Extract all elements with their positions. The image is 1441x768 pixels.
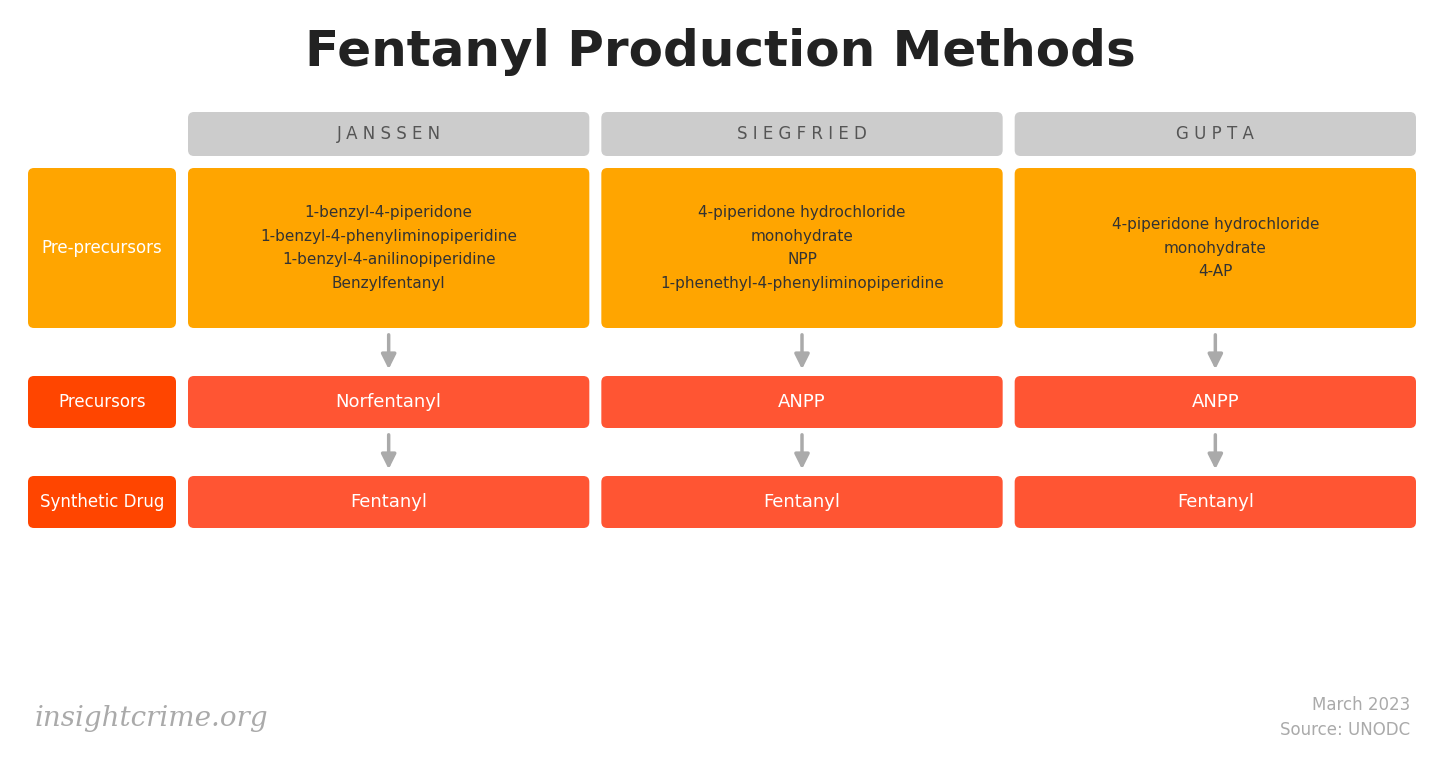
- FancyBboxPatch shape: [1014, 168, 1417, 328]
- FancyBboxPatch shape: [1014, 112, 1417, 156]
- FancyBboxPatch shape: [601, 376, 1003, 428]
- FancyBboxPatch shape: [601, 168, 1003, 328]
- Text: 4-piperidone hydrochloride
monohydrate
4-AP: 4-piperidone hydrochloride monohydrate 4…: [1111, 217, 1319, 279]
- FancyBboxPatch shape: [601, 476, 1003, 528]
- Text: Fentanyl Production Methods: Fentanyl Production Methods: [304, 28, 1136, 76]
- Text: Fentanyl: Fentanyl: [1177, 493, 1254, 511]
- Text: Source: UNODC: Source: UNODC: [1280, 721, 1409, 739]
- Text: Fentanyl: Fentanyl: [764, 493, 840, 511]
- FancyBboxPatch shape: [187, 376, 589, 428]
- Text: 1-benzyl-4-piperidone
1-benzyl-4-phenyliminopiperidine
1-benzyl-4-anilinopiperid: 1-benzyl-4-piperidone 1-benzyl-4-phenyli…: [261, 205, 517, 290]
- Text: Pre-precursors: Pre-precursors: [42, 239, 163, 257]
- FancyBboxPatch shape: [27, 168, 176, 328]
- Text: insightcrime.org: insightcrime.org: [35, 704, 268, 731]
- FancyBboxPatch shape: [27, 476, 176, 528]
- FancyBboxPatch shape: [601, 112, 1003, 156]
- Text: S I E G F R I E D: S I E G F R I E D: [736, 125, 867, 143]
- FancyBboxPatch shape: [187, 168, 589, 328]
- Text: Precursors: Precursors: [58, 393, 146, 411]
- FancyBboxPatch shape: [1014, 476, 1417, 528]
- Text: J A N S S E N: J A N S S E N: [337, 125, 441, 143]
- Text: G U P T A: G U P T A: [1176, 125, 1254, 143]
- FancyBboxPatch shape: [27, 376, 176, 428]
- Text: Norfentanyl: Norfentanyl: [336, 393, 442, 411]
- FancyBboxPatch shape: [187, 476, 589, 528]
- FancyBboxPatch shape: [1014, 376, 1417, 428]
- FancyBboxPatch shape: [187, 112, 589, 156]
- Text: Fentanyl: Fentanyl: [350, 493, 427, 511]
- Text: ANPP: ANPP: [1192, 393, 1239, 411]
- Text: 4-piperidone hydrochloride
monohydrate
NPP
1-phenethyl-4-phenyliminopiperidine: 4-piperidone hydrochloride monohydrate N…: [660, 205, 944, 290]
- Text: ANPP: ANPP: [778, 393, 826, 411]
- Text: Synthetic Drug: Synthetic Drug: [40, 493, 164, 511]
- Text: March 2023: March 2023: [1311, 696, 1409, 714]
